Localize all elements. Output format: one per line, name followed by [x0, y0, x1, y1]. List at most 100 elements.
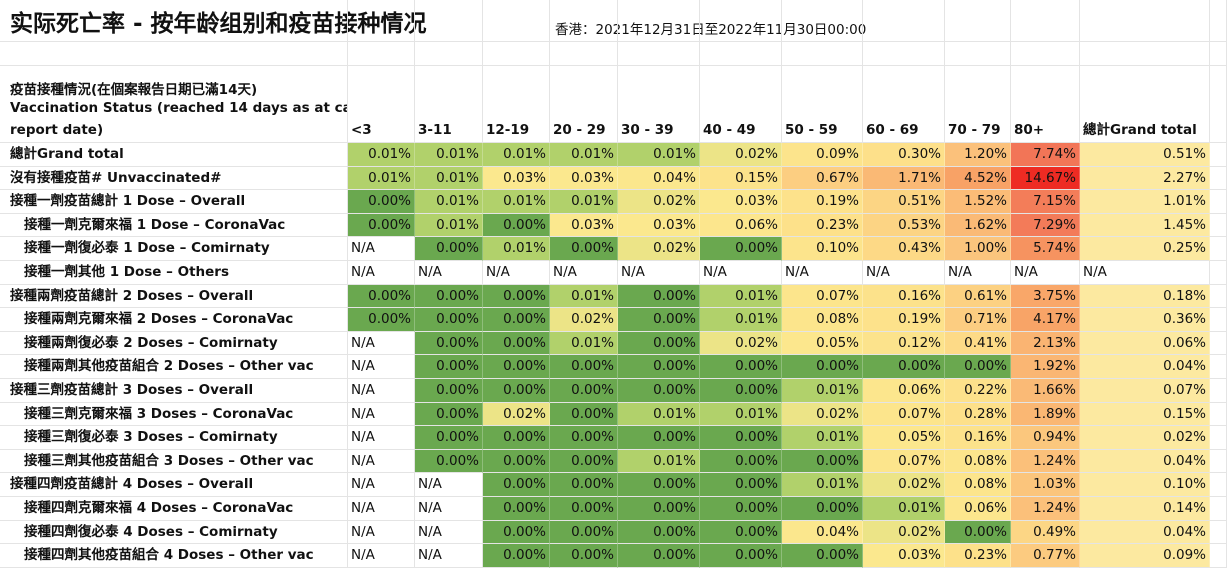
cell: 0.03% — [550, 166, 618, 191]
cell: 0.00% — [700, 355, 782, 379]
cell: N/A — [348, 402, 415, 427]
grid-cell — [1210, 473, 1227, 497]
cell: N/A — [415, 497, 483, 521]
cell: 0.02% — [863, 473, 945, 497]
cell: 1.66% — [1011, 379, 1080, 403]
cell: N/A — [348, 497, 415, 521]
corner-label: report date) — [10, 122, 104, 138]
cell: 0.00% — [700, 449, 782, 474]
period: 香港：2021年12月31日至2022年11月30日00:00 — [555, 22, 867, 38]
sheet-title: 实际死亡率 - 按年龄组别和疫苗接种情况 — [10, 11, 427, 37]
cell: 0.09% — [782, 143, 863, 167]
cell: 0.00% — [483, 308, 550, 332]
cell: 0.00% — [483, 331, 550, 356]
grid-cell — [1011, 0, 1080, 42]
cell: 0.02% — [618, 190, 700, 214]
cell: 14.67% — [1011, 166, 1080, 191]
cell: 0.10% — [782, 237, 863, 261]
column-header: 60 - 69 — [866, 122, 919, 138]
cell: 0.06% — [945, 497, 1011, 521]
cell: 0.01% — [415, 166, 483, 191]
grid-cell — [863, 66, 945, 143]
cell: 0.07% — [863, 449, 945, 474]
grid-cell — [0, 66, 348, 143]
cell: N/A — [782, 261, 863, 285]
cell: N/A — [415, 544, 483, 568]
corner-label: 疫苗接種情況(在個案報告日期已滿14天) — [10, 82, 258, 98]
grid-cell — [1210, 166, 1227, 191]
cell: 0.00% — [415, 355, 483, 379]
cell: 0.02% — [1080, 426, 1210, 450]
grid-cell — [1210, 426, 1227, 450]
grid-cell — [863, 0, 945, 42]
cell: 3.75% — [1011, 284, 1080, 309]
cell: 0.05% — [782, 331, 863, 356]
cell: 0.02% — [483, 402, 550, 427]
cell: 0.41% — [945, 331, 1011, 356]
cell: 0.07% — [782, 284, 863, 309]
cell: 1.89% — [1011, 402, 1080, 427]
grid-cell — [550, 66, 618, 143]
cell: 2.13% — [1011, 331, 1080, 356]
cell: 0.14% — [1080, 497, 1210, 521]
grid-cell — [1210, 449, 1227, 474]
cell: 0.03% — [618, 213, 700, 238]
cell: 0.00% — [618, 426, 700, 450]
cell: 0.03% — [700, 190, 782, 214]
cell: 0.00% — [483, 544, 550, 568]
grid-cell — [1080, 0, 1210, 42]
cell: 0.02% — [700, 331, 782, 356]
row-label: 接種兩劑克爾來福 2 Doses – CoronaVac — [0, 308, 348, 332]
cell: 0.08% — [945, 473, 1011, 497]
cell: N/A — [483, 261, 550, 285]
cell: N/A — [550, 261, 618, 285]
column-header: 80+ — [1014, 122, 1045, 138]
column-header: 3-11 — [418, 122, 452, 138]
cell: N/A — [348, 355, 415, 379]
grid-cell — [1210, 213, 1227, 238]
row-label: 接種兩劑疫苗總計 2 Doses – Overall — [0, 284, 348, 309]
cell: 0.00% — [618, 331, 700, 356]
cell: 0.00% — [700, 237, 782, 261]
cell: N/A — [348, 449, 415, 474]
grid-cell — [1210, 284, 1227, 309]
grid-cell — [483, 66, 550, 143]
row-label: 接種三劑其他疫苗組合 3 Doses – Other vac — [0, 449, 348, 474]
column-header: 70 - 79 — [948, 122, 1001, 138]
cell: 0.00% — [550, 379, 618, 403]
grid-cell — [1080, 66, 1210, 143]
cell: 0.36% — [1080, 308, 1210, 332]
cell: 0.01% — [483, 143, 550, 167]
cell: 0.07% — [863, 402, 945, 427]
grid-cell — [1080, 42, 1210, 66]
cell: 0.03% — [483, 166, 550, 191]
cell: 0.53% — [863, 213, 945, 238]
grid-cell — [0, 0, 348, 42]
grid-cell — [1210, 261, 1227, 285]
grid-cell — [415, 42, 483, 66]
cell: 0.16% — [863, 284, 945, 309]
cell: 1.24% — [1011, 497, 1080, 521]
cell: 0.01% — [550, 331, 618, 356]
cell: 0.01% — [618, 402, 700, 427]
cell: N/A — [700, 261, 782, 285]
cell: 0.01% — [618, 449, 700, 474]
grid-cell — [1210, 331, 1227, 356]
grid-cell — [550, 0, 618, 42]
row-label: 接種三劑復必泰 3 Doses – Comirnaty — [0, 426, 348, 450]
grid-cell — [348, 66, 415, 143]
cell: 0.02% — [782, 402, 863, 427]
cell: 0.00% — [550, 520, 618, 545]
cell: N/A — [348, 331, 415, 356]
grid-cell — [483, 0, 550, 42]
cell: 0.00% — [483, 213, 550, 238]
grid-cell — [415, 66, 483, 143]
cell: 0.77% — [1011, 544, 1080, 568]
cell: 0.00% — [618, 379, 700, 403]
column-header: 20 - 29 — [553, 122, 606, 138]
cell: 0.00% — [415, 284, 483, 309]
cell: N/A — [1080, 261, 1210, 285]
cell: 0.00% — [550, 497, 618, 521]
grid-cell — [0, 42, 348, 66]
cell: 0.00% — [415, 237, 483, 261]
